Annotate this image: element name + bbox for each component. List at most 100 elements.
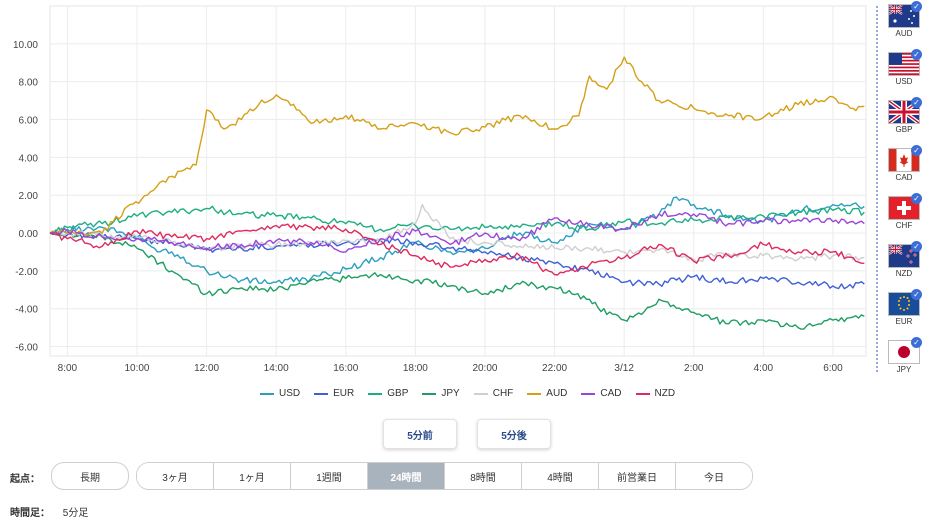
- flag-label: EUR: [895, 317, 913, 326]
- checkmark-icon: ✓: [911, 145, 922, 156]
- legend-swatch: [422, 392, 437, 395]
- legend-item-chf[interactable]: CHF: [473, 388, 514, 399]
- prev-5min-button[interactable]: 5分前: [383, 419, 457, 449]
- y-tick-label: 6.00: [19, 116, 39, 127]
- period-option[interactable]: 前営業日: [599, 463, 676, 489]
- flag-toggle-aud[interactable]: ✓ AUD: [888, 1, 922, 38]
- x-tick-label: 8:00: [58, 363, 78, 374]
- series-line-gbp: [49, 205, 865, 234]
- legend-item-gbp[interactable]: GBP: [368, 388, 408, 399]
- period-option[interactable]: 4時間: [522, 463, 599, 489]
- legend-item-nzd[interactable]: NZD: [635, 388, 676, 399]
- fx-strength-chart: 10.00 8.00 6.00 4.00 2.00 0.00 -2.00 -4.00 -6.00…: [13, 5, 878, 374]
- x-tick-label: 2:00: [684, 363, 704, 374]
- flag-toggle-cad[interactable]: ✓ CAD: [888, 145, 922, 182]
- cad-flag-icon: [888, 148, 920, 172]
- flag-toggle-chf[interactable]: ✓ CHF: [888, 193, 922, 230]
- chf-flag-icon: [888, 196, 920, 220]
- x-tick-label: 10:00: [124, 363, 149, 374]
- flag-label: CHF: [895, 221, 913, 230]
- y-tick-label: 4.00: [19, 153, 39, 164]
- y-tick-label: 0.00: [19, 229, 39, 240]
- legend-label: NZD: [654, 388, 676, 399]
- legend-label: EUR: [333, 388, 355, 399]
- period-option[interactable]: 24時間: [368, 463, 445, 489]
- checkmark-icon: ✓: [911, 97, 922, 108]
- next-5min-button[interactable]: 5分後: [477, 419, 551, 449]
- legend-swatch: [635, 392, 650, 395]
- period-option[interactable]: 今日: [676, 463, 752, 489]
- x-tick-label: 4:00: [754, 363, 774, 374]
- x-tick-label: 18:00: [403, 363, 428, 374]
- plot-area: [49, 5, 867, 357]
- flag-label: GBP: [895, 125, 913, 134]
- checkmark-icon: ✓: [911, 49, 922, 60]
- legend-label: AUD: [546, 388, 568, 399]
- legend-item-jpy[interactable]: JPY: [422, 388, 460, 399]
- flag-toggle-usd[interactable]: ✓ USD: [888, 49, 922, 86]
- period-long-button[interactable]: 長期: [51, 462, 129, 490]
- flag-toggle-nzd[interactable]: ✓ NZD: [888, 241, 922, 278]
- timeframe-info: 時間足： 5分足: [10, 504, 88, 519]
- flag-label: CAD: [895, 173, 913, 182]
- legend-item-aud[interactable]: AUD: [527, 388, 567, 399]
- eur-flag-icon: [888, 292, 920, 316]
- flag-label: JPY: [896, 365, 912, 374]
- jpy-flag-icon: [888, 340, 920, 364]
- legend-swatch: [314, 392, 329, 395]
- legend-swatch: [581, 392, 596, 395]
- y-tick-label: -2.00: [15, 267, 38, 278]
- series-line-nzd: [49, 223, 865, 276]
- checkmark-icon: ✓: [911, 241, 922, 252]
- flag-toggle-jpy[interactable]: ✓ JPY: [888, 337, 922, 374]
- y-tick-label: -6.00: [15, 343, 38, 354]
- gbp-flag-icon: [888, 100, 920, 124]
- checkmark-icon: ✓: [911, 1, 922, 12]
- legend-label: JPY: [441, 388, 460, 399]
- y-tick-label: 8.00: [19, 78, 39, 89]
- x-tick-label: 6:00: [823, 363, 843, 374]
- legend-item-eur[interactable]: EUR: [314, 388, 354, 399]
- x-tick-label: 12:00: [194, 363, 219, 374]
- x-tick-label: 20:00: [472, 363, 497, 374]
- legend-label: USD: [279, 388, 301, 399]
- usd-flag-icon: [888, 52, 920, 76]
- flag-label: USD: [895, 77, 913, 86]
- x-tick-label: 14:00: [264, 363, 289, 374]
- period-label: 起点：: [10, 474, 40, 485]
- legend-swatch: [260, 392, 274, 395]
- timeframe-label: 時間足：: [10, 508, 50, 519]
- timeframe-value: 5分足: [62, 508, 89, 519]
- period-selector: 3ヶ月 1ヶ月 1週間 24時間 8時間 4時間 前営業日 今日: [136, 462, 753, 490]
- y-tick-label: -4.00: [15, 305, 38, 316]
- series-line-eur: [49, 231, 865, 290]
- period-option[interactable]: 3ヶ月: [137, 463, 214, 489]
- x-tick-label: 3/12: [614, 363, 634, 374]
- legend-label: CHF: [492, 388, 514, 399]
- legend-item-usd[interactable]: USD: [260, 388, 300, 399]
- period-option[interactable]: 1ヶ月: [214, 463, 291, 489]
- legend-swatch: [527, 392, 542, 395]
- x-tick-label: 16:00: [333, 363, 358, 374]
- y-tick-label: 2.00: [19, 191, 39, 202]
- chart-legend: USD EUR GBP JPY CHF AUD CAD NZD: [260, 388, 675, 399]
- checkmark-icon: ✓: [911, 337, 922, 348]
- series-line-aud: [49, 56, 865, 236]
- series-line-cad: [49, 210, 865, 253]
- x-tick-label: 22:00: [542, 363, 567, 374]
- flag-toggle-gbp[interactable]: ✓ GBP: [888, 97, 922, 134]
- series-line-usd: [49, 196, 865, 285]
- series-line-jpy: [49, 229, 865, 330]
- period-option[interactable]: 8時間: [445, 463, 522, 489]
- legend-label: CAD: [600, 388, 622, 399]
- aud-flag-icon: [888, 4, 920, 28]
- nzd-flag-icon: [888, 244, 920, 268]
- flag-label: NZD: [895, 269, 913, 278]
- legend-swatch: [368, 392, 383, 395]
- period-option[interactable]: 1週間: [291, 463, 368, 489]
- legend-item-cad[interactable]: CAD: [581, 388, 622, 399]
- flag-label: AUD: [895, 29, 913, 38]
- checkmark-icon: ✓: [911, 289, 922, 300]
- flag-toggle-eur[interactable]: ✓ EUR: [888, 289, 922, 326]
- y-tick-label: 10.00: [13, 40, 38, 51]
